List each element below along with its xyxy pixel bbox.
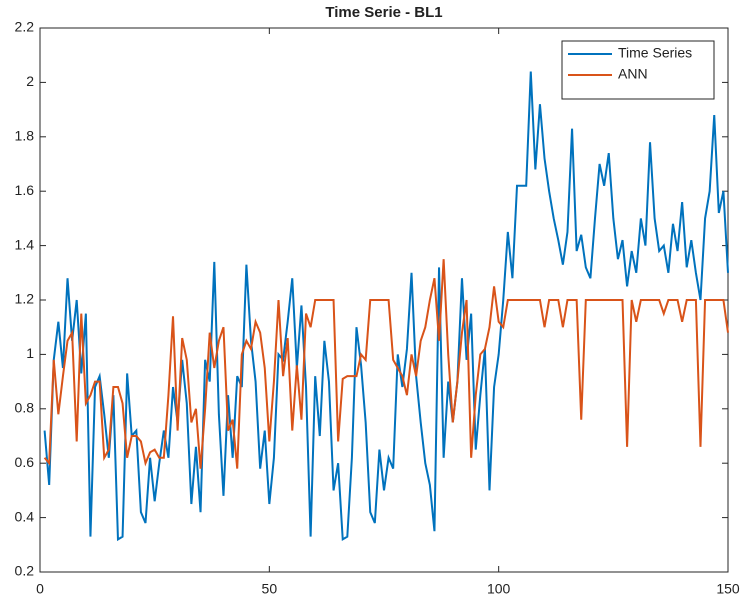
y-tick-label: 1.6 — [15, 182, 35, 198]
y-tick-label: 2.2 — [15, 19, 35, 35]
y-tick-label: 0.6 — [15, 454, 35, 470]
x-tick-label: 0 — [36, 581, 44, 597]
series-line — [43, 259, 729, 469]
y-tick-label: 1.4 — [15, 236, 35, 252]
y-tick-label: 1.2 — [15, 291, 35, 307]
y-tick-label: 0.4 — [15, 508, 35, 524]
x-tick-label: 100 — [487, 581, 511, 597]
y-tick-label: 1 — [26, 345, 34, 361]
chart-title: Time Serie - BL1 — [325, 4, 442, 21]
y-tick-label: 2 — [26, 73, 34, 89]
legend-box — [561, 40, 715, 100]
y-tick-label: 0.2 — [15, 563, 35, 579]
x-tick-label: 50 — [262, 581, 278, 597]
y-tick-label: 0.8 — [15, 400, 35, 416]
series-line — [43, 71, 729, 542]
y-tick-label: 1.8 — [15, 128, 35, 144]
x-tick-label: 150 — [716, 581, 740, 597]
legend-label: ANN — [618, 66, 648, 82]
legend-label: Time Series — [618, 45, 692, 61]
